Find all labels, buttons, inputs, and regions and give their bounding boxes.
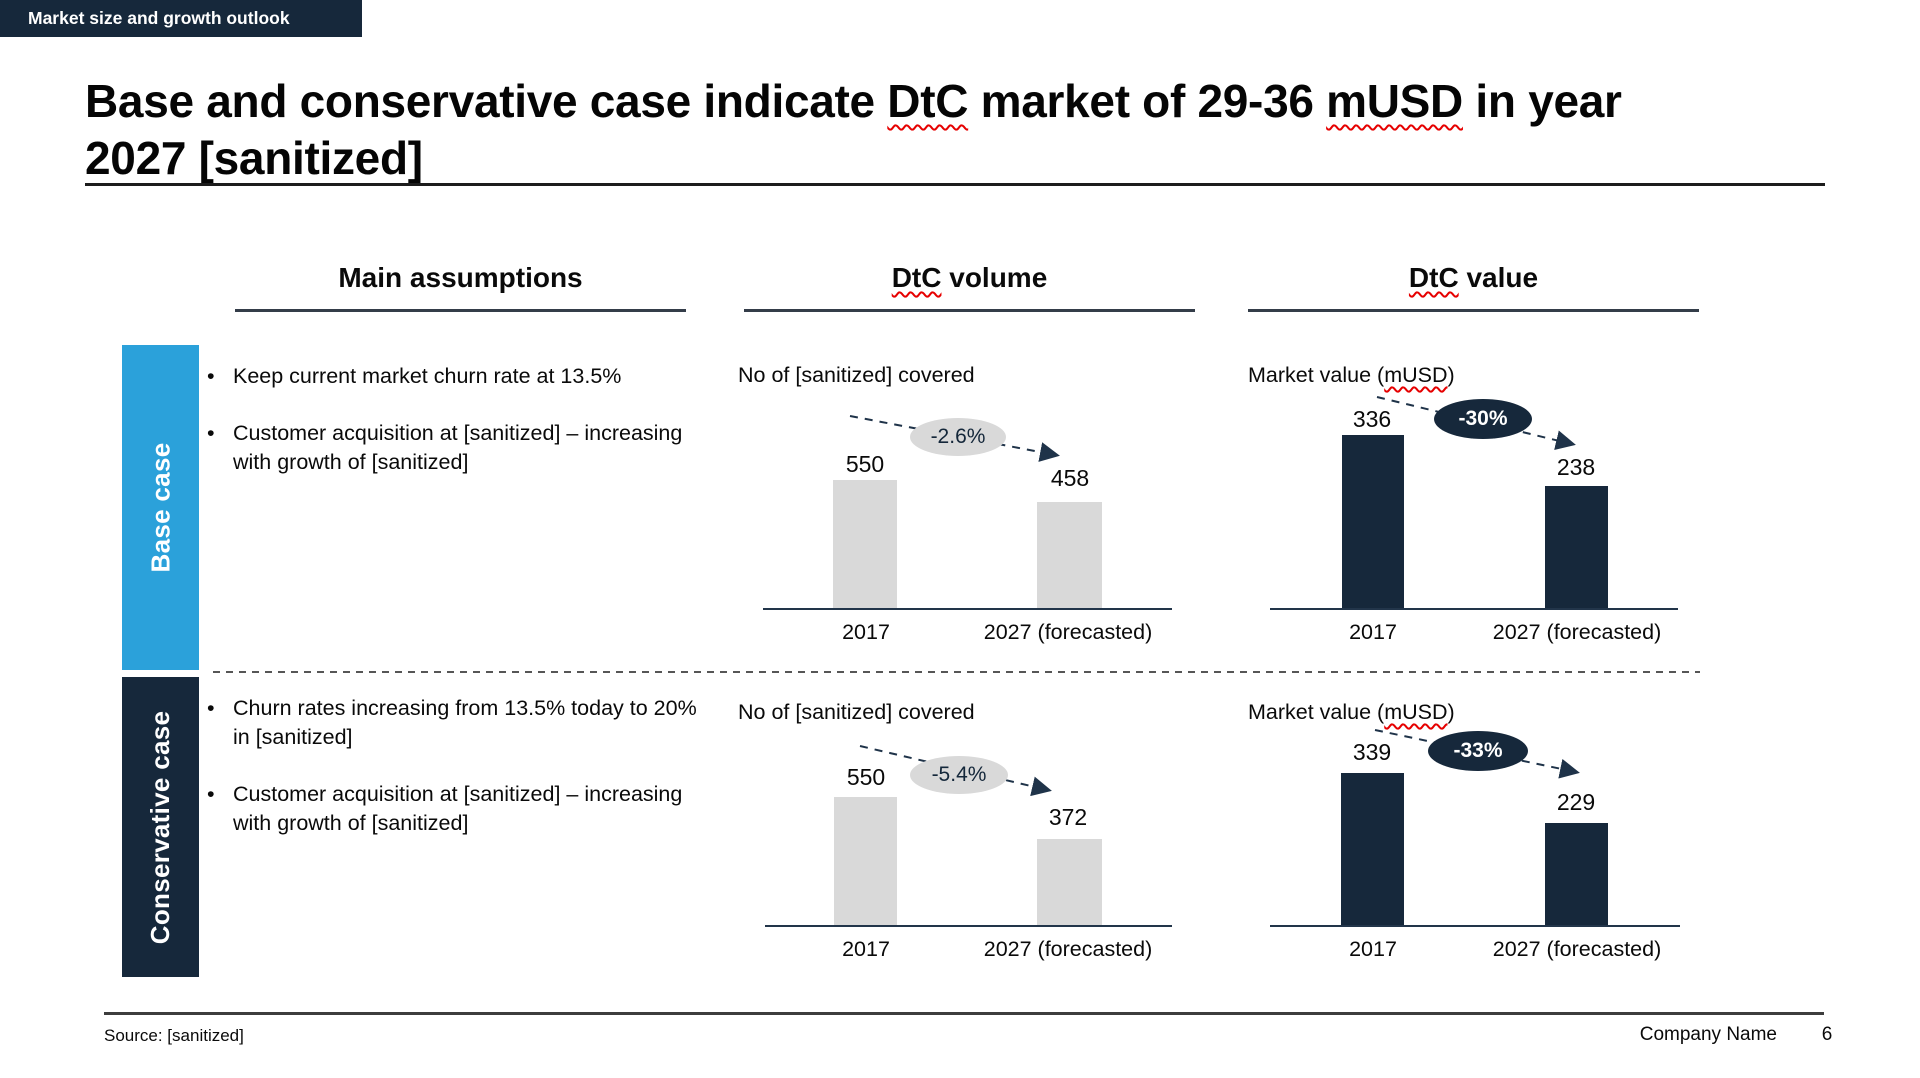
chart-title: No of [sanitized] covered <box>738 700 975 724</box>
column-header-main-assumptions: Main assumptions <box>338 262 583 293</box>
x-tick-label: 2017 <box>1349 937 1397 961</box>
chart-title: No of [sanitized] covered <box>738 363 975 387</box>
bar-value-label: 229 <box>1556 789 1596 815</box>
row-band-label: Conservative case <box>145 710 175 944</box>
bullet-marker: • <box>207 782 215 806</box>
x-tick-label: 2017 <box>1349 620 1397 644</box>
bar-2017 <box>1342 435 1404 610</box>
bar-2017 <box>834 797 897 927</box>
change-pill: -30% <box>1434 399 1532 439</box>
bullet-text: Keep current market churn rate at 13.5% <box>233 364 622 388</box>
bullet-text: Churn rates increasing from 13.5% today … <box>233 696 697 749</box>
row-band-conservative-case: Conservative case <box>122 677 199 977</box>
kicker-tag: Market size and growth outlook <box>0 0 362 37</box>
x-axis <box>1270 608 1678 610</box>
bar-2027 <box>1545 486 1608 610</box>
conservative-case-assumptions: • Churn rates increasing from 13.5% toda… <box>207 694 712 866</box>
base-case-assumptions: • Keep current market churn rate at 13.5… <box>207 362 712 505</box>
change-pill: -33% <box>1428 731 1528 771</box>
change-pill: -2.6% <box>910 418 1006 456</box>
bullet-item: • Churn rates increasing from 13.5% toda… <box>207 694 712 752</box>
bar-2017 <box>1341 773 1404 927</box>
source-note: Source: [sanitized] <box>104 1026 244 1045</box>
bullet-item: • Keep current market churn rate at 13.5… <box>207 362 712 391</box>
title-rule <box>85 183 1825 186</box>
chart-title: Market value (mUSD) <box>1248 700 1455 724</box>
bullet-marker: • <box>207 421 215 445</box>
bullet-text: Customer acquisition at [sanitized] – in… <box>233 421 683 474</box>
x-tick-label: 2027 (forecasted) <box>983 620 1153 644</box>
title-text: market of 29-36 <box>968 74 1327 127</box>
bar-2027 <box>1545 823 1608 927</box>
kicker-label: Market size and growth outlook <box>28 8 290 28</box>
bar-value-label: 372 <box>1048 804 1088 830</box>
title-text-squiggled: mUSD <box>1326 74 1463 127</box>
x-tick-label: 2017 <box>842 620 890 644</box>
x-axis <box>765 925 1172 927</box>
x-axis <box>1270 925 1680 927</box>
bar-value-label: 458 <box>1050 465 1090 491</box>
chart-title: Market value (mUSD) <box>1248 363 1455 387</box>
column-rule <box>744 309 1195 312</box>
bar-value-label: 339 <box>1352 739 1392 765</box>
footer-rule <box>104 1012 1824 1015</box>
page-title: Base and conservative case indicate DtC … <box>85 73 1847 187</box>
title-text-squiggled: DtC <box>887 74 969 127</box>
bullet-marker: • <box>207 696 215 720</box>
x-tick-label: 2027 (forecasted) <box>1492 620 1662 644</box>
bar-value-label: 550 <box>845 451 885 477</box>
column-rule <box>1248 309 1699 312</box>
title-text: Base and conservative case indicate <box>85 74 888 127</box>
bar-value-label: 238 <box>1556 454 1596 480</box>
column-rule <box>235 309 686 312</box>
x-tick-label: 2027 (forecasted) <box>1492 937 1662 961</box>
bar-value-label: 336 <box>1352 406 1392 432</box>
title-text-line2: 2027 [sanitized] <box>85 131 423 184</box>
column-header-dtc-volume: DtC volume <box>891 262 1048 293</box>
title-text: in year <box>1462 74 1622 127</box>
column-header-dtc-value: DtC value <box>1408 262 1539 293</box>
bar-2027 <box>1037 839 1102 927</box>
bar-value-label: 550 <box>846 764 886 790</box>
row-band-base-case: Base case <box>122 345 199 670</box>
bar-2027 <box>1037 502 1102 610</box>
bar-2017 <box>833 480 897 610</box>
row-band-label: Base case <box>145 442 176 573</box>
bullet-marker: • <box>207 364 215 388</box>
change-pill: -5.4% <box>910 756 1008 794</box>
x-axis <box>763 608 1172 610</box>
bullet-text: Customer acquisition at [sanitized] – in… <box>233 782 683 835</box>
company-name: Company Name <box>1639 1024 1777 1045</box>
x-tick-label: 2017 <box>842 937 890 961</box>
bullet-item: • Customer acquisition at [sanitized] – … <box>207 419 712 477</box>
page-number: 6 <box>1821 1024 1833 1045</box>
x-tick-label: 2027 (forecasted) <box>983 937 1153 961</box>
bullet-item: • Customer acquisition at [sanitized] – … <box>207 780 712 838</box>
